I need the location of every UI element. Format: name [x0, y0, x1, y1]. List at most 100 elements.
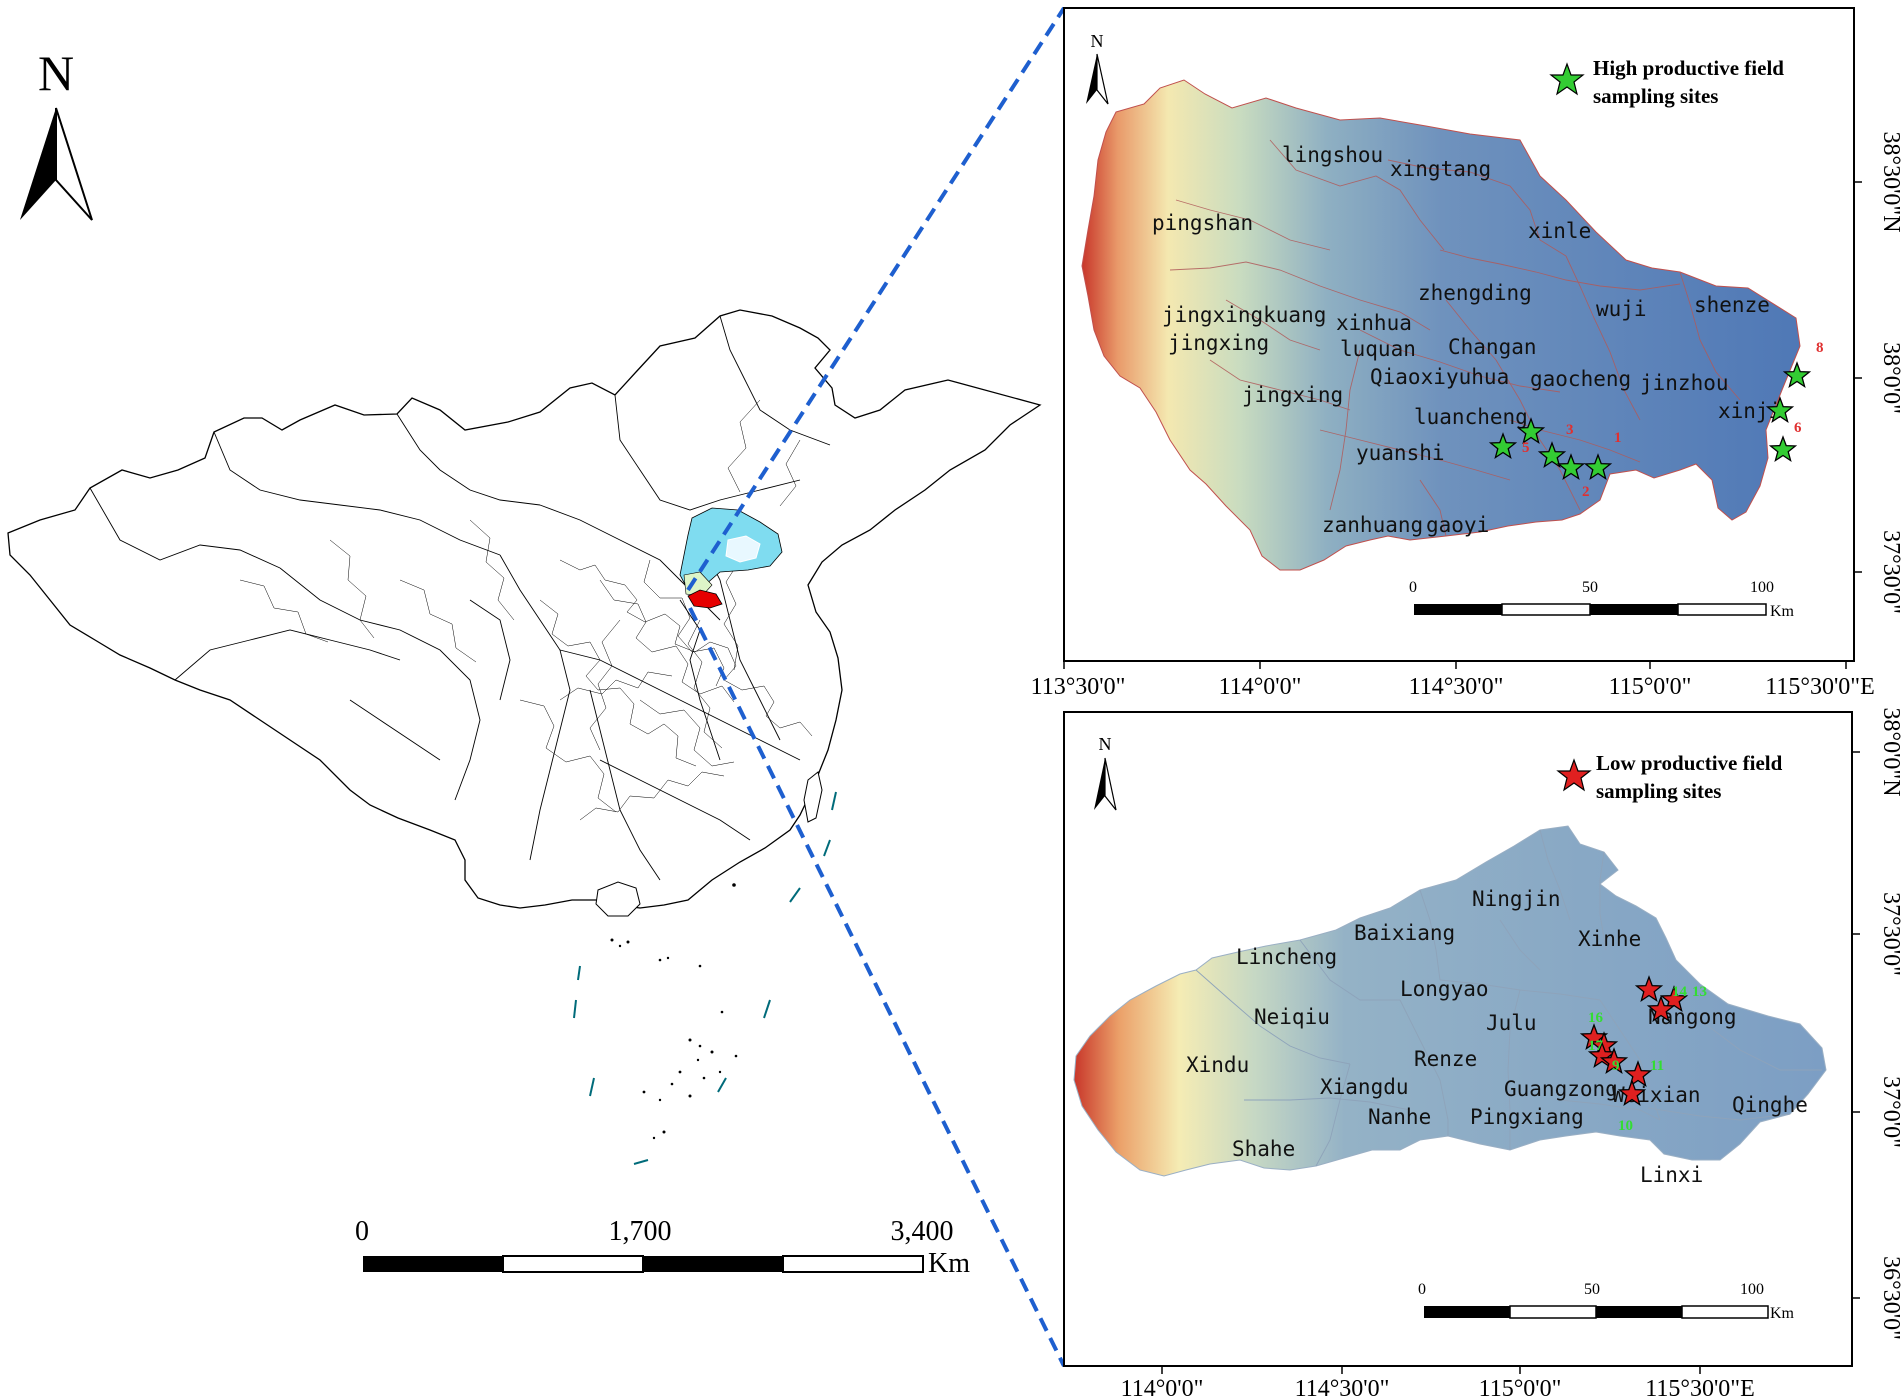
county-borders-low: [1195, 829, 1822, 1167]
scale-tick-1: 1,700: [609, 1216, 672, 1247]
place-label: Julu: [1486, 1011, 1537, 1035]
site-numbers-high: 1 2 3 5 6 8: [1522, 340, 1824, 500]
lat-tick-label: 38°30'0"N: [1878, 131, 1902, 232]
place-label: shenze: [1694, 293, 1770, 317]
place-label: Changan: [1448, 335, 1537, 359]
place-label: luquan: [1340, 337, 1416, 361]
place-label: Xindu: [1186, 1053, 1249, 1077]
relief-map-low: [1073, 825, 1827, 1177]
scale-unit: Km: [1770, 603, 1795, 620]
scale-tick: 100: [1740, 1281, 1764, 1298]
sampling-site-marker: [1537, 441, 1567, 468]
inset-high-scale-bar: 0 50 100 Km: [1409, 579, 1795, 620]
legend-high: High productive field sampling sites: [1549, 56, 1784, 108]
scale-tick: 50: [1584, 1281, 1600, 1298]
scale-tick-2: 3,400: [891, 1216, 954, 1247]
site-number: 3: [1566, 422, 1574, 438]
zoom-connector-lines: [686, 6, 1066, 1367]
site-number: 5: [1522, 440, 1530, 456]
site-number: 2: [1582, 484, 1590, 500]
highlight-pale-green: [683, 571, 713, 597]
scale-tick: 0: [1418, 1281, 1426, 1298]
inset-low-lon-labels: 114°0'0" 114°30'0" 115°0'0" 115°30'0"E: [1121, 1376, 1755, 1397]
site-numbers-low: 10 11 13 14 16 17 9: [1588, 984, 1707, 1134]
lon-tick-label: 115°0'0": [1609, 674, 1692, 700]
scale-unit: Km: [1770, 1305, 1795, 1322]
lat-tick-label: 38°0'0"N: [1878, 707, 1902, 796]
place-label: yuhua: [1446, 365, 1509, 389]
place-label: luancheng: [1414, 405, 1528, 429]
place-label: xingtang: [1390, 157, 1491, 181]
sampling-site-marker: [1617, 1079, 1647, 1106]
sampling-site-marker: [1634, 975, 1664, 1002]
lon-tick-label: 114°30'0": [1409, 674, 1504, 700]
legend-star-icon: [1556, 758, 1592, 792]
place-label: Neiqiu: [1254, 1005, 1330, 1029]
lat-tick-label: 37°30'0": [1878, 892, 1902, 976]
place-label: Qiaoxi: [1370, 365, 1446, 389]
place-label: Linxi: [1640, 1163, 1703, 1187]
inset-high-productive: lingshou xingtang pingshan xinle zhengdi…: [1031, 7, 1902, 700]
place-label: Renze: [1414, 1047, 1477, 1071]
lon-tick-label: 114°0'0": [1219, 674, 1302, 700]
place-label: lingshou: [1282, 143, 1383, 167]
china-scale-bar: 0 1,700 3,400 Km: [355, 1216, 970, 1279]
inset-high-lat-labels: 38°30'0"N 38°0'0" 37°30'0": [1878, 131, 1902, 613]
inset-low-north-arrow: N: [1094, 734, 1117, 811]
sampling-site-marker: [1587, 1041, 1617, 1068]
sampling-site-marker: [1599, 1047, 1629, 1074]
place-label: Xiangdu: [1320, 1075, 1409, 1099]
site-number: 9: [1612, 1058, 1620, 1074]
study-area-marker: [687, 589, 723, 609]
place-label: Guangzong: [1504, 1077, 1618, 1101]
site-number: 8: [1816, 340, 1824, 356]
lat-tick-label: 38°0'0": [1878, 342, 1902, 414]
nine-dash-line: [573, 791, 837, 1165]
lat-tick-label: 37°30'0": [1878, 530, 1902, 614]
lon-tick-label: 115°30'0"E: [1645, 1376, 1755, 1397]
place-label: gaoyi: [1426, 513, 1489, 537]
site-number: 10: [1618, 1118, 1633, 1134]
place-label: gaocheng: [1530, 367, 1631, 391]
lon-tick-label: 115°0'0": [1479, 1376, 1562, 1397]
inset-high-axes: [1063, 181, 1862, 669]
north-arrow-letter: N: [38, 45, 74, 101]
hainan-island: [595, 881, 641, 917]
sampling-site-marker: [1646, 995, 1676, 1022]
scale-tick: 50: [1582, 579, 1598, 596]
legend-star-icon: [1549, 62, 1585, 96]
place-label: zhengding: [1418, 281, 1532, 305]
place-label: yuanshi: [1356, 441, 1445, 465]
highlight-inner-pale: [725, 535, 761, 563]
inset-low-lat-labels: 38°0'0"N 37°30'0" 37°0'0" 36°30'0": [1878, 707, 1902, 1339]
inset-high-north-arrow: N: [1086, 31, 1109, 105]
north-arrow-letter: N: [1099, 734, 1112, 754]
sampling-site-marker: [1765, 396, 1795, 423]
sampling-site-marker: [1488, 432, 1518, 459]
place-label: Nanhe: [1368, 1105, 1431, 1129]
sampling-site-marker: [1768, 435, 1798, 462]
scale-tick: 100: [1750, 579, 1774, 596]
scale-tick-0: 0: [355, 1216, 369, 1247]
legend-label-line2: sampling sites: [1596, 779, 1721, 803]
legend-label-line1: High productive field: [1593, 56, 1784, 80]
place-label: Baixiang: [1354, 921, 1455, 945]
inset-low-axes: [1161, 751, 1860, 1374]
scale-tick: 0: [1409, 579, 1417, 596]
place-label: Qinghe: [1732, 1093, 1808, 1117]
relief-map-high: [1081, 79, 1801, 571]
inset-low-scale-bar: 0 50 100 Km: [1418, 1281, 1795, 1322]
site-number: 1: [1614, 430, 1622, 446]
site-number: 17: [1588, 1038, 1604, 1054]
site-number: 13: [1692, 984, 1707, 1000]
lon-tick-label: 113°30'0": [1031, 674, 1126, 700]
sampling-site-marker: [1623, 1060, 1653, 1087]
taiwan-island: [803, 771, 823, 823]
place-label: pingshan: [1152, 211, 1253, 235]
place-label: jingxing: [1168, 331, 1269, 355]
place-label: Shahe: [1232, 1137, 1295, 1161]
place-label: Xinhe: [1578, 927, 1641, 951]
place-label: jingxingkuang: [1162, 303, 1326, 327]
lat-tick-label: 37°0'0": [1878, 1076, 1902, 1148]
